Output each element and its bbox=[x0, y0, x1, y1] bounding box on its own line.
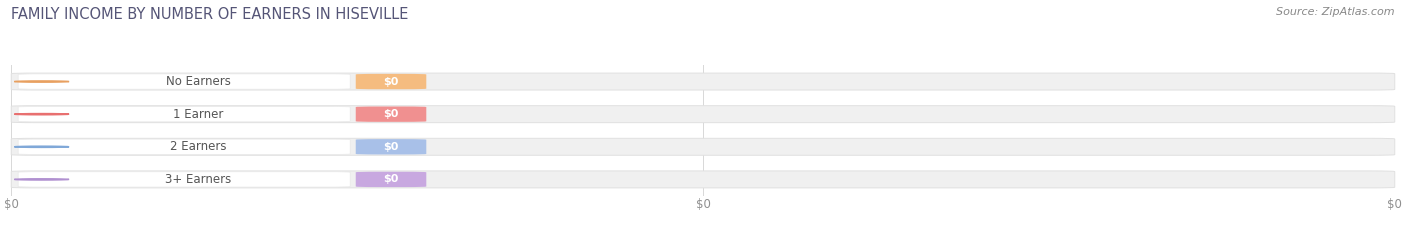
FancyBboxPatch shape bbox=[11, 106, 1395, 123]
FancyBboxPatch shape bbox=[11, 171, 1395, 188]
Text: $0: $0 bbox=[384, 142, 399, 152]
FancyBboxPatch shape bbox=[18, 74, 350, 89]
Circle shape bbox=[14, 179, 69, 180]
Text: 1 Earner: 1 Earner bbox=[173, 108, 224, 121]
FancyBboxPatch shape bbox=[356, 74, 426, 89]
FancyBboxPatch shape bbox=[11, 73, 1395, 90]
FancyBboxPatch shape bbox=[18, 172, 350, 187]
Text: 3+ Earners: 3+ Earners bbox=[165, 173, 231, 186]
Text: Source: ZipAtlas.com: Source: ZipAtlas.com bbox=[1277, 7, 1395, 17]
Text: FAMILY INCOME BY NUMBER OF EARNERS IN HISEVILLE: FAMILY INCOME BY NUMBER OF EARNERS IN HI… bbox=[11, 7, 409, 22]
Circle shape bbox=[14, 81, 69, 82]
Text: $0: $0 bbox=[384, 109, 399, 119]
Circle shape bbox=[14, 146, 69, 147]
Text: $0: $0 bbox=[384, 175, 399, 184]
Circle shape bbox=[14, 113, 69, 115]
Text: No Earners: No Earners bbox=[166, 75, 231, 88]
Text: $0: $0 bbox=[384, 77, 399, 86]
Text: 2 Earners: 2 Earners bbox=[170, 140, 226, 153]
FancyBboxPatch shape bbox=[11, 138, 1395, 155]
FancyBboxPatch shape bbox=[356, 106, 426, 122]
FancyBboxPatch shape bbox=[356, 172, 426, 187]
FancyBboxPatch shape bbox=[18, 139, 350, 154]
FancyBboxPatch shape bbox=[18, 106, 350, 122]
FancyBboxPatch shape bbox=[356, 139, 426, 154]
